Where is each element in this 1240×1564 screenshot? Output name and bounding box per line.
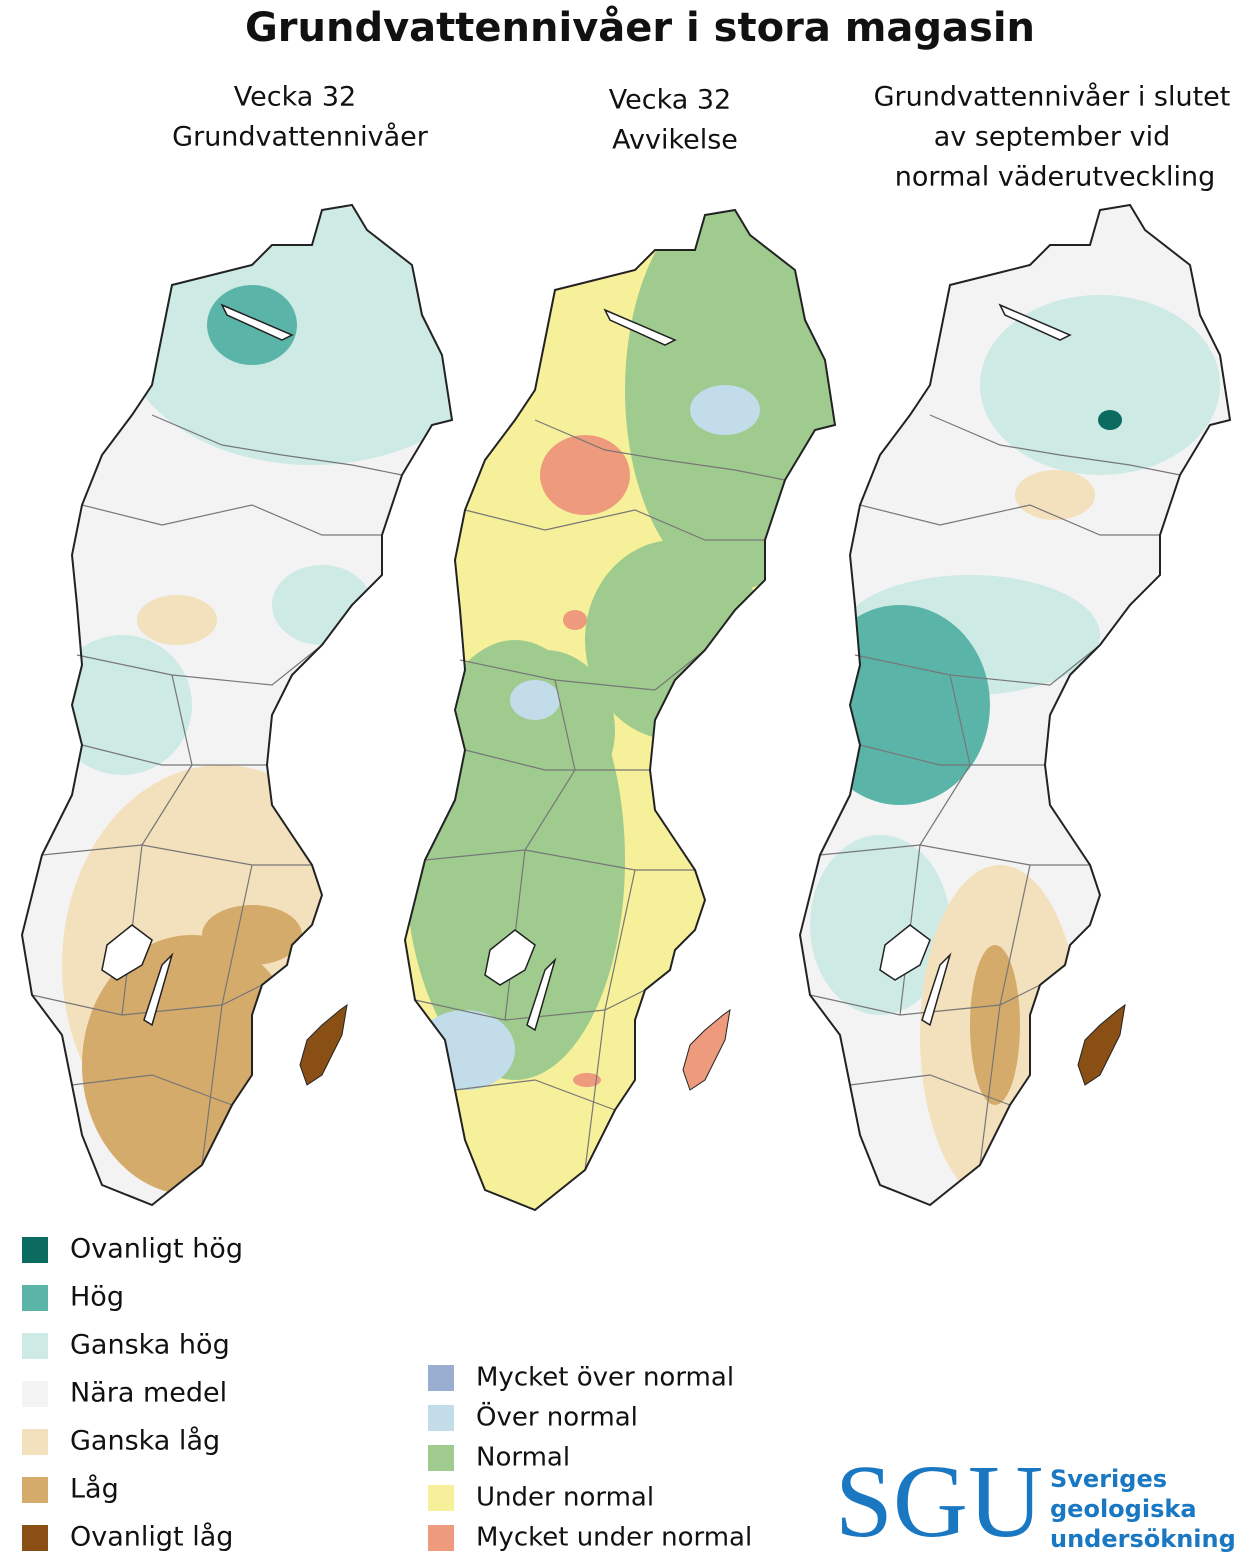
region bbox=[540, 435, 630, 515]
region bbox=[272, 565, 372, 645]
legend-swatch bbox=[428, 1445, 454, 1471]
legend-label: Normal bbox=[476, 1443, 570, 1473]
map-title: normal väderutveckling bbox=[895, 162, 1216, 193]
region bbox=[980, 295, 1220, 475]
region bbox=[510, 680, 560, 720]
page-title: Grundvattennivåer i stora magasin bbox=[245, 4, 1035, 51]
region bbox=[475, 650, 615, 810]
legend-swatch bbox=[428, 1525, 454, 1551]
legend-swatch bbox=[22, 1525, 48, 1551]
map-title: Grundvattennivåer bbox=[172, 122, 429, 153]
map bbox=[799, 204, 1231, 1206]
legend-swatch bbox=[22, 1333, 48, 1359]
region bbox=[573, 1073, 601, 1087]
logo-abbr: SGU bbox=[835, 1444, 1043, 1559]
region bbox=[970, 945, 1020, 1105]
region bbox=[563, 610, 587, 630]
legend-label: Låg bbox=[70, 1474, 119, 1505]
legend-label: Mycket under normal bbox=[476, 1523, 752, 1553]
legend-swatch bbox=[22, 1477, 48, 1503]
region bbox=[1098, 410, 1122, 430]
map bbox=[404, 209, 836, 1211]
legend-label: Under normal bbox=[476, 1483, 654, 1513]
legend-swatch bbox=[22, 1429, 48, 1455]
legend-label: Ovanligt låg bbox=[70, 1522, 233, 1553]
map bbox=[21, 204, 453, 1206]
logo-name: geologiska bbox=[1050, 1495, 1197, 1523]
region bbox=[1077, 1004, 1126, 1086]
legend-label: Ovanligt hög bbox=[70, 1234, 243, 1265]
map-title: av september vid bbox=[934, 122, 1170, 153]
region bbox=[137, 595, 217, 645]
map-title: Vecka 32 bbox=[609, 85, 731, 116]
region bbox=[682, 1009, 731, 1091]
legend-swatch bbox=[22, 1237, 48, 1263]
region bbox=[299, 1004, 348, 1086]
region bbox=[415, 1010, 515, 1090]
legend-label: Ganska låg bbox=[70, 1426, 220, 1457]
legend-label: Mycket över normal bbox=[476, 1363, 734, 1393]
map-title: Avvikelse bbox=[612, 125, 738, 156]
logo-name: undersökning bbox=[1050, 1525, 1236, 1553]
legend-swatch bbox=[428, 1365, 454, 1391]
legend-swatch bbox=[22, 1285, 48, 1311]
legend-swatch bbox=[428, 1405, 454, 1431]
legend: Mycket över normal Över normal Normal Under… bbox=[428, 1363, 752, 1553]
legend-label: Över normal bbox=[476, 1401, 638, 1433]
region bbox=[52, 635, 192, 775]
region bbox=[810, 605, 990, 805]
legend-swatch bbox=[428, 1485, 454, 1511]
legend-label: Ganska hög bbox=[70, 1330, 230, 1361]
legend: Ovanligt hög Hög Ganska hög Nära medel Gansk… bbox=[22, 1234, 243, 1553]
legend-label: Hög bbox=[70, 1282, 124, 1313]
region bbox=[690, 385, 760, 435]
legend-swatch bbox=[22, 1381, 48, 1407]
region bbox=[1015, 470, 1095, 520]
region bbox=[202, 905, 302, 965]
logo-name: Sveriges bbox=[1050, 1465, 1167, 1493]
map-title: Vecka 32 bbox=[234, 82, 356, 113]
region bbox=[810, 835, 950, 1015]
legend-label: Nära medel bbox=[70, 1378, 227, 1409]
map-title: Grundvattennivåer i slutet bbox=[874, 82, 1231, 113]
